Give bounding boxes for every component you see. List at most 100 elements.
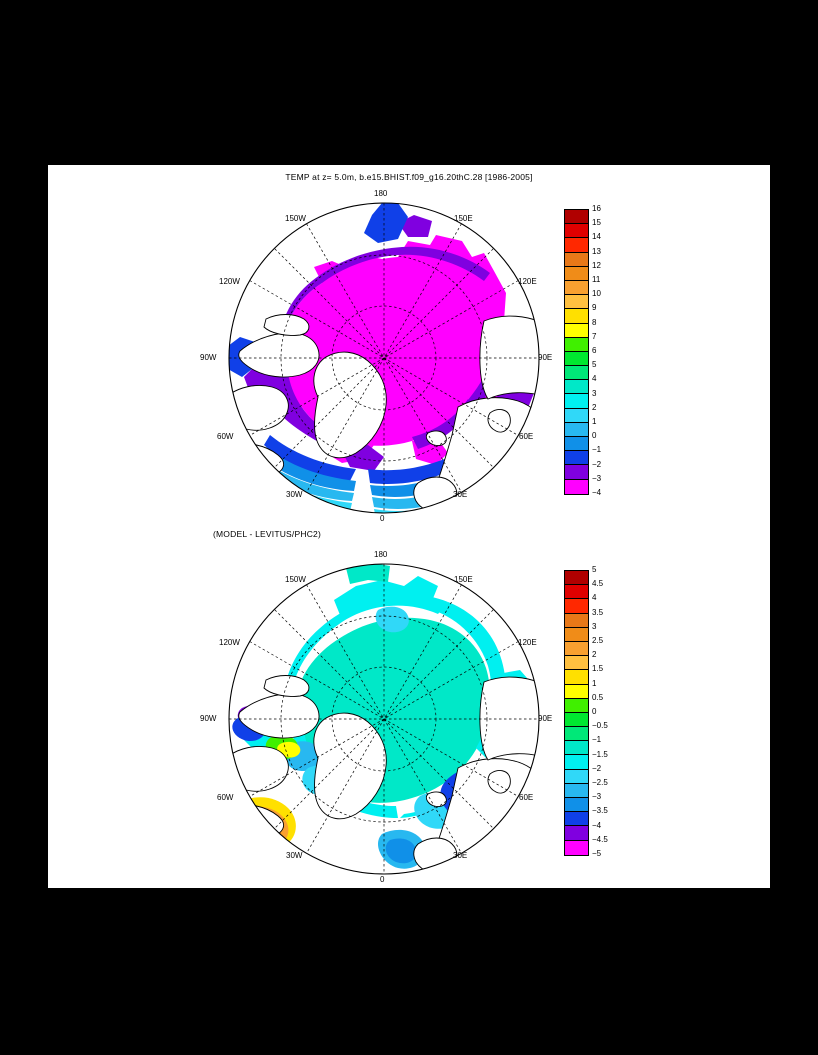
lon-label-90e: 90E [538, 714, 553, 723]
colorbar-tick-label: −4 [592, 820, 602, 830]
colorbar-tick-label: 3 [592, 621, 597, 631]
colorbar-band [565, 323, 588, 338]
colorbar-band [565, 224, 588, 239]
panel-model-minus-obs: (MODEL - LEVITUS/PHC2) [48, 526, 770, 887]
lon-label-150e: 150E [454, 214, 473, 223]
colorbar-tick-label: 11 [592, 275, 601, 284]
colorbar-tick-label: 3.5 [592, 607, 604, 617]
colorbar-band [565, 656, 588, 671]
colorbar-band [565, 394, 588, 409]
lon-label-120w: 120W [219, 277, 240, 286]
lon-label-30w: 30W [286, 490, 303, 499]
colorbar-band [565, 585, 588, 600]
colorbar-band [565, 571, 588, 586]
colorbar-tick-label: −3.5 [592, 806, 608, 816]
colorbar-band [565, 599, 588, 614]
colorbar-band [565, 295, 588, 310]
colorbar-band [565, 479, 588, 494]
colorbar-band [565, 769, 588, 784]
colorbar-tick-label: 9 [592, 303, 597, 313]
polar-map-top: 180 150W 150E 120W 120E 90W 90E 60W 60E … [200, 189, 552, 523]
lon-label-150w: 150W [285, 575, 306, 584]
colorbar-band [565, 451, 588, 466]
colorbar-tick-label: −1.5 [592, 749, 608, 759]
colorbar-band [565, 337, 588, 352]
lon-label-60e: 60E [519, 793, 534, 802]
colorbar-tick-label: 4 [592, 593, 597, 603]
lon-label-60w: 60W [217, 432, 234, 441]
colorbar-tick-label: 5 [592, 565, 597, 574]
colorbar-tick-label: 4.5 [592, 579, 604, 589]
colorbar-tick-label: −4.5 [592, 834, 608, 844]
colorbar-band [565, 641, 588, 657]
colorbar-band [565, 351, 588, 367]
colorbar-tick-label: 6 [592, 346, 597, 355]
lon-label-30w: 30W [286, 851, 303, 860]
lon-label-150e: 150E [454, 575, 473, 584]
colorbar-band [565, 465, 588, 480]
colorbar-tick-label: 5 [592, 360, 597, 370]
lon-label-120e: 120E [518, 277, 537, 286]
colorbar-band [565, 238, 588, 253]
colorbar-tick-label: 7 [592, 331, 597, 341]
lon-label-30e: 30E [453, 490, 468, 499]
colorbar-tick-label: −1 [592, 445, 602, 455]
colorbar-band [565, 210, 588, 225]
colorbar-bottom [564, 570, 589, 856]
lon-label-150w: 150W [285, 214, 306, 223]
colorbar-band [565, 798, 588, 813]
colorbar-tick-label: −5 [592, 849, 602, 858]
colorbar-tick-label: −1 [592, 735, 602, 745]
colorbar-tick-label: 12 [592, 260, 601, 270]
colorbar-band [565, 408, 588, 423]
graticule-top [229, 203, 539, 513]
colorbar-tick-label: −3 [592, 473, 602, 483]
colorbar-tick-label: −2 [592, 763, 602, 773]
colorbar-band [565, 840, 588, 855]
lon-label-0: 0 [380, 875, 385, 884]
lon-label-90e: 90E [538, 353, 553, 362]
colorbar-band [565, 712, 588, 728]
colorbar-top [564, 209, 589, 495]
colorbar-tick-label: −4 [592, 488, 602, 497]
lon-label-120e: 120E [518, 638, 537, 647]
lon-label-120w: 120W [219, 638, 240, 647]
colorbar-tick-label: 13 [592, 246, 601, 256]
colorbar-tick-label: 3 [592, 388, 597, 398]
colorbar-band [565, 280, 588, 296]
map-svg-bottom [228, 563, 540, 875]
colorbar-band [565, 613, 588, 628]
colorbar-band [565, 783, 588, 798]
colorbar-tick-label: 15 [592, 218, 601, 228]
subtitle: (MODEL - LEVITUS/PHC2) [213, 529, 321, 539]
graticule-bottom [229, 564, 539, 874]
map-svg-top [228, 202, 540, 514]
lon-label-180: 180 [374, 189, 388, 198]
colorbar-band [565, 684, 588, 699]
page-title: TEMP at z= 5.0m, b.e15.BHIST.f09_g16.20t… [285, 172, 533, 182]
colorbar-band [565, 309, 588, 324]
colorbar-tick-label: 1 [592, 417, 597, 426]
colorbar-band [565, 437, 588, 452]
colorbar-tick-label: −0.5 [592, 721, 608, 731]
colorbar-tick-label: 16 [592, 204, 601, 213]
colorbar-band [565, 627, 588, 642]
colorbar-tick-label: 1.5 [592, 664, 604, 674]
lon-label-30e: 30E [453, 851, 468, 860]
colorbar-tick-label: −3 [592, 792, 602, 802]
colorbar-tick-label: −2 [592, 459, 602, 469]
figure-canvas: TEMP at z= 5.0m, b.e15.BHIST.f09_g16.20t… [48, 165, 770, 888]
colorbar-band [565, 380, 588, 395]
colorbar-band [565, 422, 588, 437]
colorbar-tick-label: 2 [592, 402, 597, 412]
colorbar-tick-label: 0 [592, 431, 597, 441]
colorbar-band [565, 252, 588, 267]
colorbar-band [565, 266, 588, 281]
colorbar-tick-label: 8 [592, 317, 597, 327]
colorbar-tick-label: 1 [592, 678, 597, 688]
lon-label-90w: 90W [200, 353, 217, 362]
lon-label-60w: 60W [217, 793, 234, 802]
polar-map-bottom: 180 150W 150E 120W 120E 90W 90E 60W 60E … [200, 550, 552, 884]
colorbar-tick-label: 10 [592, 289, 601, 299]
